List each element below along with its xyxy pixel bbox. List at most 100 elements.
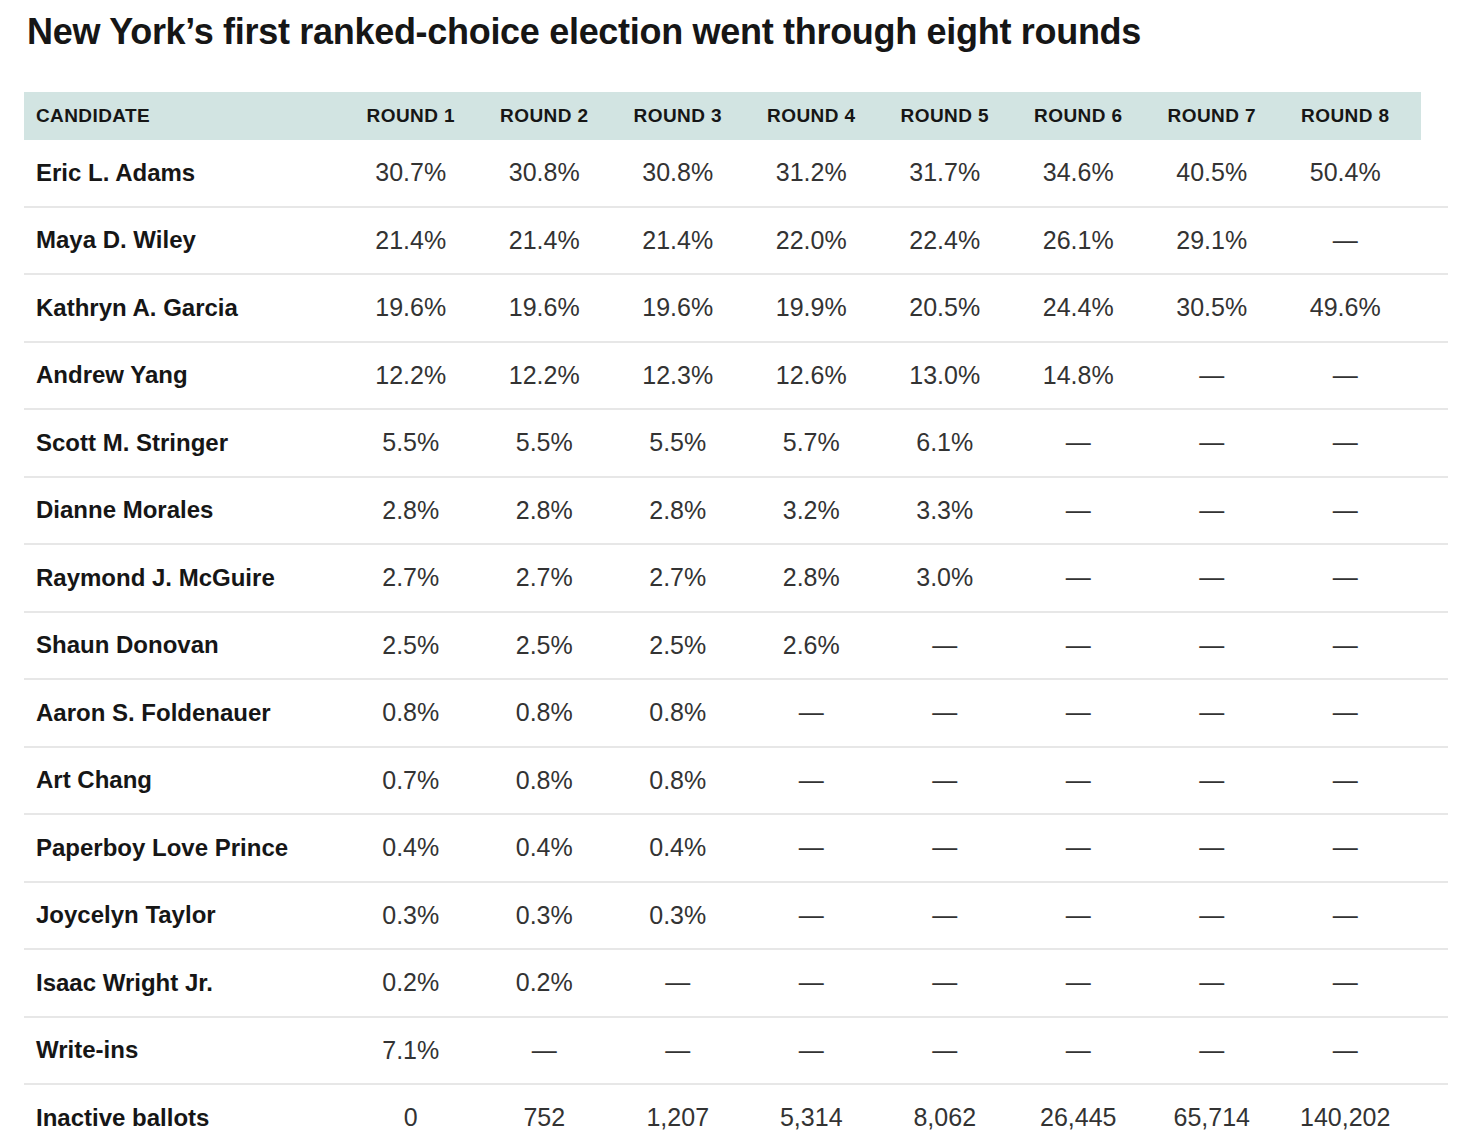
value-cell: 0.7%: [344, 766, 478, 795]
chart-title: New York’s first ranked-choice election …: [27, 11, 1141, 53]
value-cell: —: [878, 766, 1012, 795]
value-cell: —: [878, 698, 1012, 727]
candidate-name: Maya D. Wiley: [24, 226, 344, 254]
value-cell: —: [745, 1036, 879, 1065]
value-cell: —: [1145, 361, 1279, 390]
candidate-name: Art Chang: [24, 766, 344, 794]
value-cell: 31.2%: [745, 158, 879, 187]
value-cell: —: [611, 1036, 745, 1065]
value-cell: —: [1012, 428, 1146, 457]
value-cell: 30.7%: [344, 158, 478, 187]
value-cell: 22.0%: [745, 226, 879, 255]
table-row: Isaac Wright Jr.0.2%0.2%——————: [24, 950, 1448, 1018]
column-header: ROUND 2: [478, 105, 612, 127]
column-header: ROUND 4: [745, 105, 879, 127]
table-row: Art Chang0.7%0.8%0.8%—————: [24, 748, 1448, 816]
value-cell: 49.6%: [1279, 293, 1413, 322]
value-cell: 2.8%: [478, 496, 612, 525]
table-row: Raymond J. McGuire2.7%2.7%2.7%2.8%3.0%——…: [24, 545, 1448, 613]
value-cell: 65,714: [1145, 1103, 1279, 1132]
value-cell: —: [1279, 563, 1413, 592]
table-row: Shaun Donovan2.5%2.5%2.5%2.6%————: [24, 613, 1448, 681]
value-cell: —: [745, 901, 879, 930]
value-cell: 30.8%: [611, 158, 745, 187]
value-cell: 5.5%: [478, 428, 612, 457]
value-cell: —: [1012, 563, 1146, 592]
value-cell: 3.3%: [878, 496, 1012, 525]
value-cell: —: [1279, 631, 1413, 660]
value-cell: 0: [344, 1103, 478, 1132]
candidate-name: Andrew Yang: [24, 361, 344, 389]
table-row: Eric L. Adams30.7%30.8%30.8%31.2%31.7%34…: [24, 140, 1448, 208]
value-cell: —: [1279, 1036, 1413, 1065]
value-cell: 2.6%: [745, 631, 879, 660]
value-cell: 30.5%: [1145, 293, 1279, 322]
value-cell: —: [1279, 968, 1413, 997]
candidate-name: Dianne Morales: [24, 496, 344, 524]
value-cell: 752: [478, 1103, 612, 1132]
value-cell: 0.3%: [344, 901, 478, 930]
value-cell: —: [1012, 766, 1146, 795]
column-header: ROUND 7: [1145, 105, 1279, 127]
candidate-name: Raymond J. McGuire: [24, 564, 344, 592]
table-row: Andrew Yang12.2%12.2%12.3%12.6%13.0%14.8…: [24, 343, 1448, 411]
table-row: Scott M. Stringer5.5%5.5%5.5%5.7%6.1%———: [24, 410, 1448, 478]
value-cell: 19.6%: [611, 293, 745, 322]
value-cell: 0.2%: [478, 968, 612, 997]
value-cell: 2.5%: [478, 631, 612, 660]
value-cell: —: [745, 833, 879, 862]
value-cell: 1,207: [611, 1103, 745, 1132]
value-cell: 26.1%: [1012, 226, 1146, 255]
value-cell: 2.5%: [611, 631, 745, 660]
value-cell: —: [1012, 901, 1146, 930]
value-cell: 29.1%: [1145, 226, 1279, 255]
value-cell: —: [1145, 968, 1279, 997]
value-cell: 0.4%: [611, 833, 745, 862]
value-cell: —: [1279, 361, 1413, 390]
table-row: Kathryn A. Garcia19.6%19.6%19.6%19.9%20.…: [24, 275, 1448, 343]
table-row: Aaron S. Foldenauer0.8%0.8%0.8%—————: [24, 680, 1448, 748]
column-header: ROUND 1: [344, 105, 478, 127]
candidate-name: Scott M. Stringer: [24, 429, 344, 457]
value-cell: 12.6%: [745, 361, 879, 390]
table-row: Inactive ballots07521,2075,3148,06226,44…: [24, 1085, 1448, 1132]
value-cell: 5,314: [745, 1103, 879, 1132]
value-cell: 0.2%: [344, 968, 478, 997]
value-cell: —: [878, 968, 1012, 997]
value-cell: 2.8%: [745, 563, 879, 592]
value-cell: 24.4%: [1012, 293, 1146, 322]
value-cell: 3.0%: [878, 563, 1012, 592]
value-cell: 0.8%: [344, 698, 478, 727]
value-cell: —: [611, 968, 745, 997]
value-cell: 40.5%: [1145, 158, 1279, 187]
value-cell: 5.5%: [344, 428, 478, 457]
value-cell: —: [1145, 496, 1279, 525]
value-cell: 30.8%: [478, 158, 612, 187]
value-cell: 3.2%: [745, 496, 879, 525]
candidate-name: Write-ins: [24, 1036, 344, 1064]
column-header: CANDIDATE: [24, 105, 344, 127]
value-cell: 7.1%: [344, 1036, 478, 1065]
candidate-name: Isaac Wright Jr.: [24, 969, 344, 997]
value-cell: 2.5%: [344, 631, 478, 660]
value-cell: 0.3%: [478, 901, 612, 930]
value-cell: 34.6%: [1012, 158, 1146, 187]
value-cell: 31.7%: [878, 158, 1012, 187]
value-cell: —: [1012, 631, 1146, 660]
value-cell: 13.0%: [878, 361, 1012, 390]
value-cell: —: [745, 766, 879, 795]
table-row: Maya D. Wiley21.4%21.4%21.4%22.0%22.4%26…: [24, 208, 1448, 276]
value-cell: —: [745, 698, 879, 727]
value-cell: 21.4%: [478, 226, 612, 255]
value-cell: —: [1145, 901, 1279, 930]
value-cell: 22.4%: [878, 226, 1012, 255]
value-cell: —: [1012, 496, 1146, 525]
table-row: Paperboy Love Prince0.4%0.4%0.4%—————: [24, 815, 1448, 883]
value-cell: 20.5%: [878, 293, 1012, 322]
value-cell: 2.7%: [478, 563, 612, 592]
value-cell: 19.6%: [344, 293, 478, 322]
candidate-name: Eric L. Adams: [24, 159, 344, 187]
candidate-name: Paperboy Love Prince: [24, 834, 344, 862]
value-cell: —: [878, 631, 1012, 660]
value-cell: —: [1145, 563, 1279, 592]
